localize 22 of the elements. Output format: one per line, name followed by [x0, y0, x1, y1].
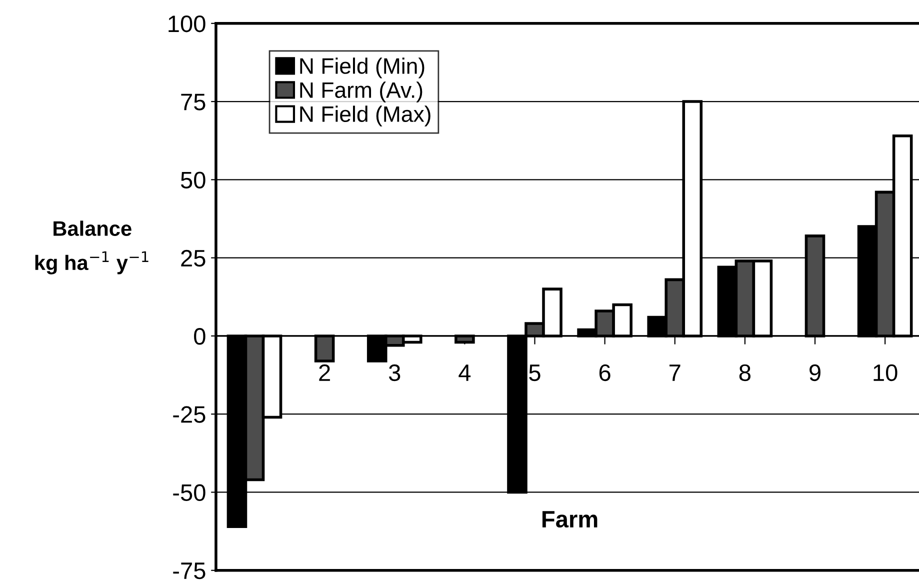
- y-tick-label: -50: [173, 484, 206, 502]
- legend-label: N Field (Min): [300, 58, 424, 78]
- y-tick-label: -75: [173, 562, 206, 580]
- legend-label: N Farm (Av.): [300, 82, 422, 102]
- x-tick-label: 9: [810, 364, 820, 382]
- x-tick-label: 6: [599, 364, 610, 382]
- x-tick-label: 4: [458, 364, 471, 381]
- y-tick-label: 75: [181, 94, 206, 110]
- y-tick-label: 0: [194, 328, 206, 345]
- y-tick-label: 100: [168, 15, 206, 32]
- x-tick-label: 10: [874, 364, 898, 382]
- y-tick-label: -25: [173, 406, 206, 423]
- y-tick-label: 50: [180, 172, 206, 188]
- x-tick-label: 8: [739, 364, 750, 382]
- y-tick-label: 25: [181, 250, 206, 267]
- legend-label: N Field (Max): [300, 106, 430, 126]
- x-axis-title: Farm: [542, 511, 598, 528]
- x-tick-label: 3: [388, 364, 400, 382]
- x-tick-label: 2: [319, 364, 330, 381]
- y-axis-title: Balance kg ha$^{−1}$ y$^{−1}$: [35, 220, 148, 274]
- x-tick-label: 5: [529, 364, 540, 382]
- x-tick-label: 7: [670, 364, 680, 381]
